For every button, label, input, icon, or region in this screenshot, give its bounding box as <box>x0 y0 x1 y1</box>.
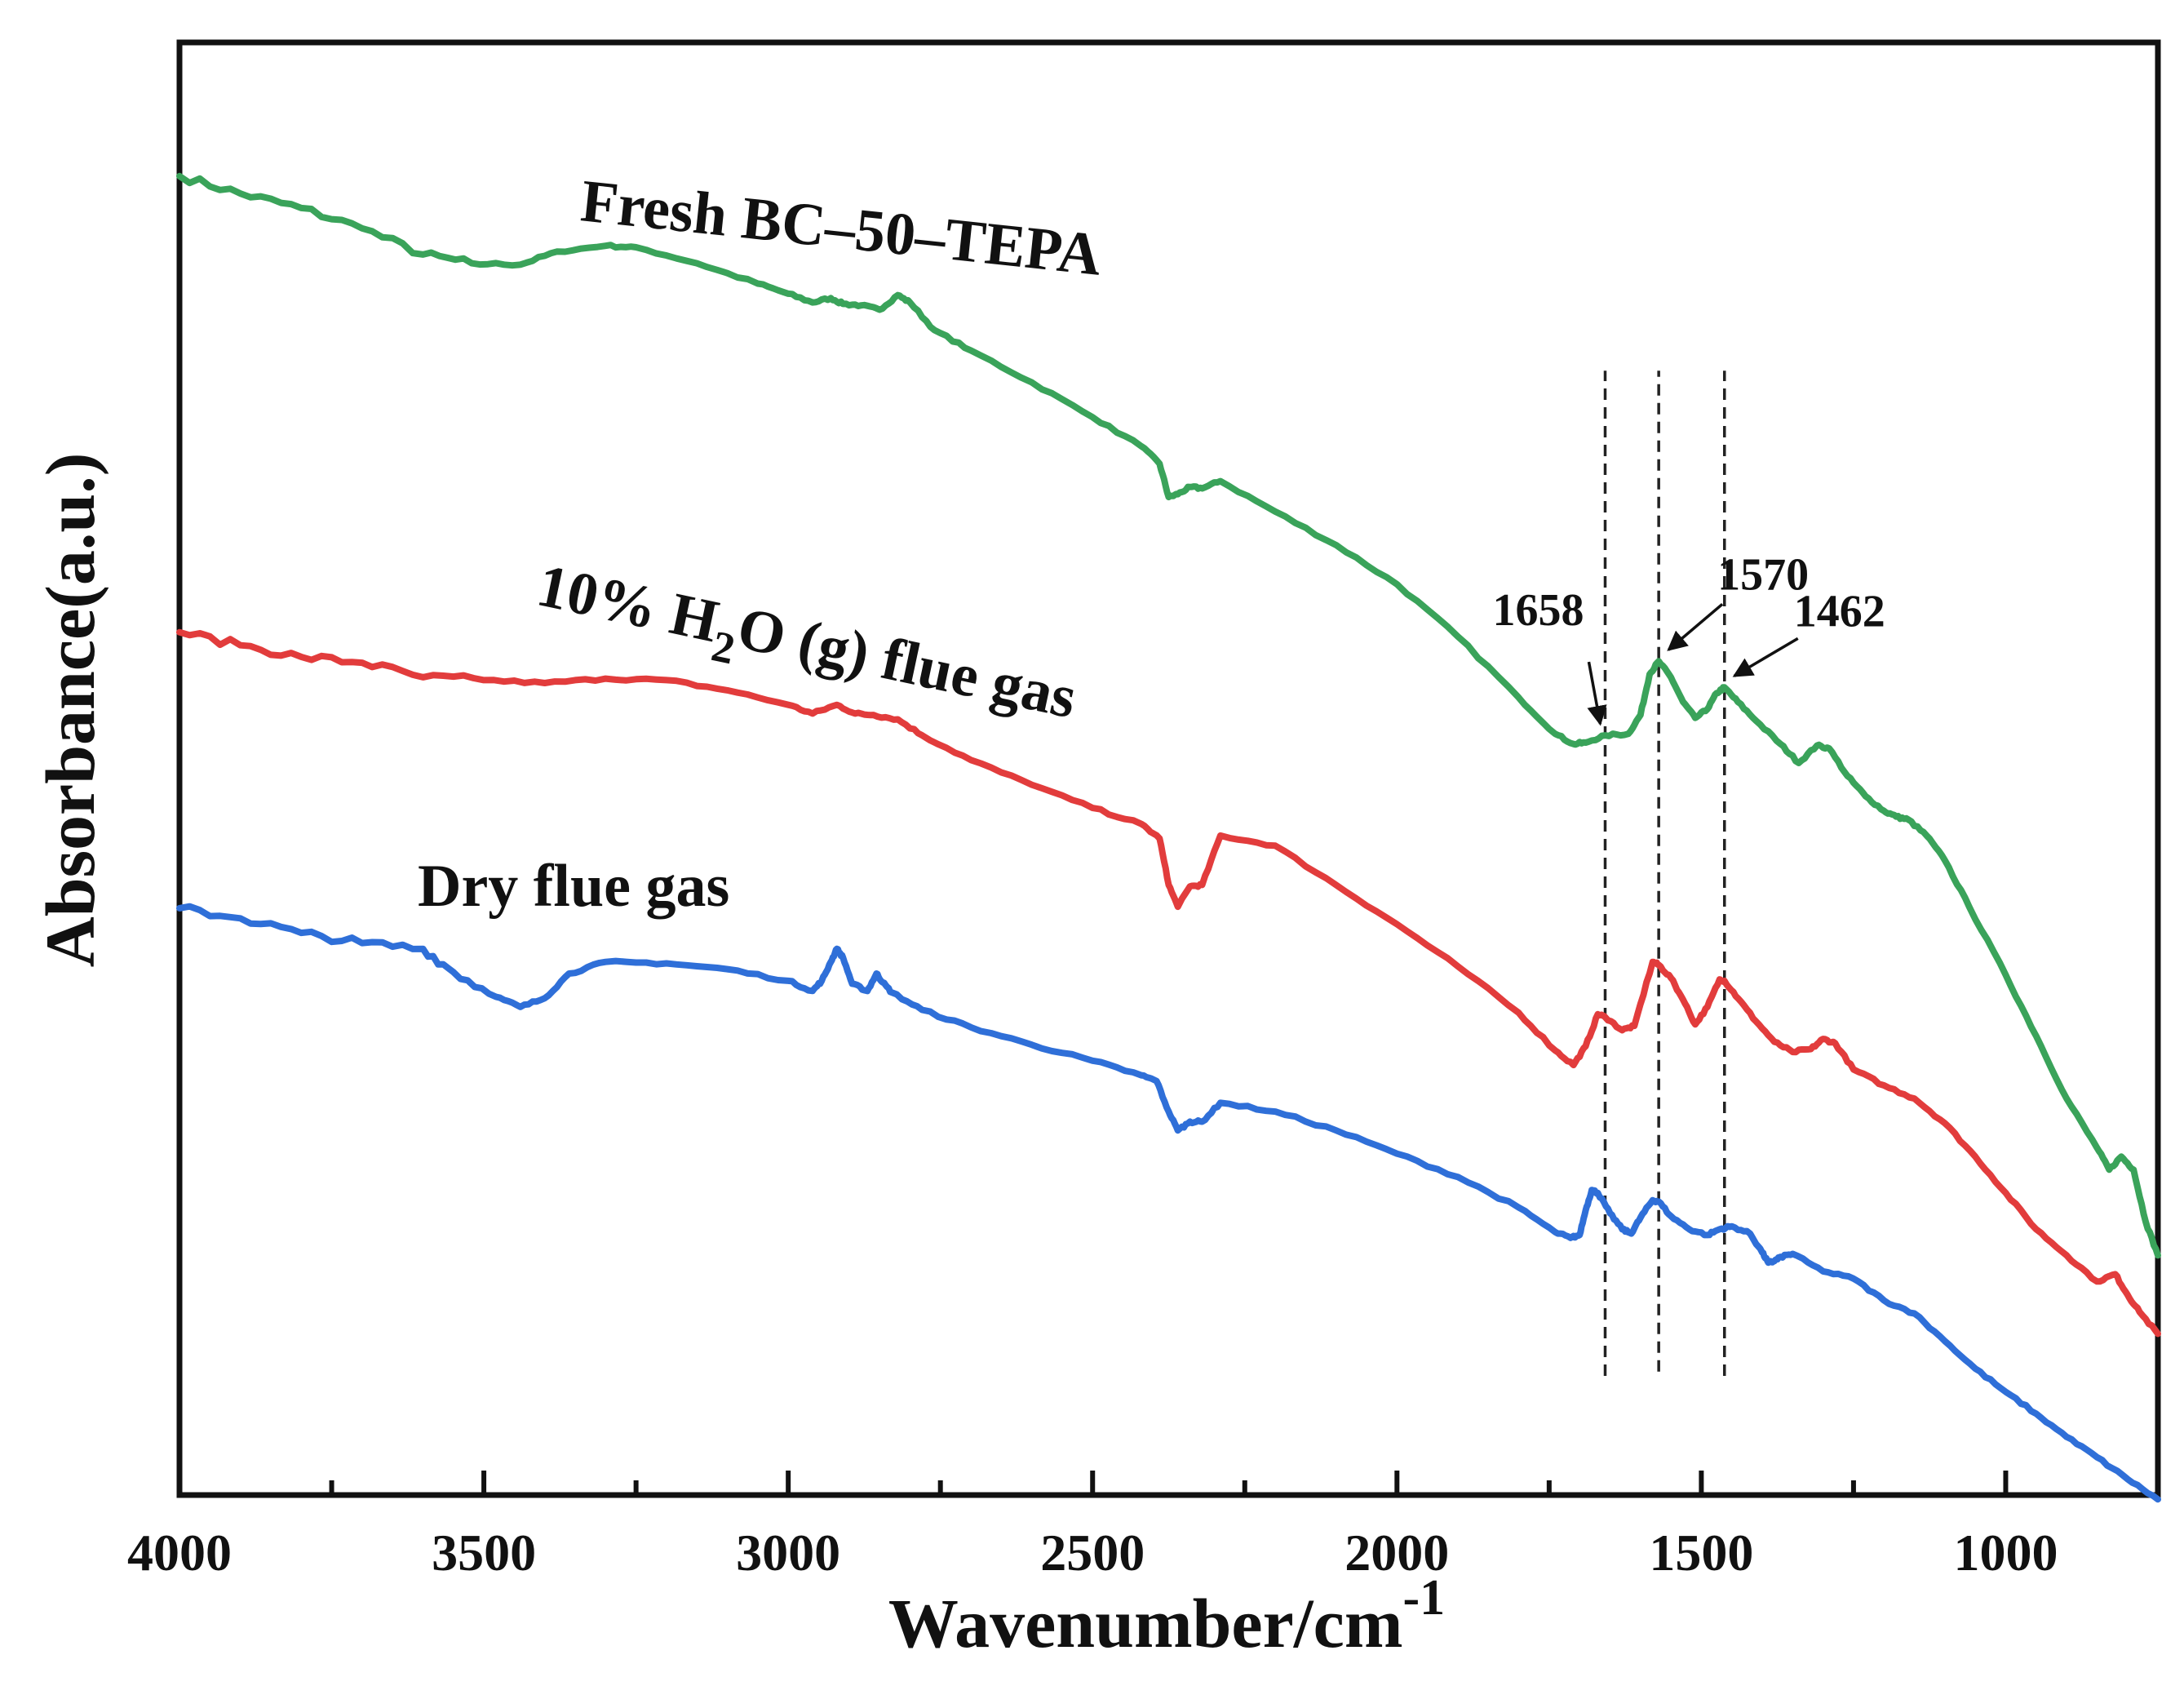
x-axis-title-text: Wavenumber/cm <box>888 1584 1403 1662</box>
x-axis-title: Wavenumber/cm-1 <box>888 1570 1445 1662</box>
series-label-fresh-part-5: TEPA <box>942 206 1105 289</box>
series-label-h2o-part-3: O (g) flue gas <box>732 595 1082 732</box>
annotation-label-1658: 1658 <box>1492 585 1584 636</box>
series-line-dry <box>176 903 2161 1503</box>
series-label-h2o-part-1: 10% H <box>531 552 724 655</box>
series-line-h2o <box>176 628 2161 1338</box>
reference-lines <box>1603 370 1726 1377</box>
y-axis-title: Absorbance(a.u.) <box>31 453 109 968</box>
series-line-fresh <box>176 172 2161 1259</box>
series-label-fresh-part-3: 50 <box>852 197 919 269</box>
annotation-arrow-1570 <box>1667 602 1724 651</box>
x-tick-label-2000: 2000 <box>1345 1524 1449 1582</box>
series-group <box>176 172 2161 1503</box>
plot-area-frame <box>176 39 2161 1498</box>
x-tick-label-3500: 3500 <box>432 1524 536 1582</box>
annotation-label-1462: 1462 <box>1794 586 1885 637</box>
x-tick-label-1000: 1000 <box>1953 1524 2058 1582</box>
x-axis-title-superscript: -1 <box>1402 1570 1445 1626</box>
x-tick-label-3000: 3000 <box>736 1524 840 1582</box>
annotation-label-1570: 1570 <box>1717 549 1809 600</box>
series-label-dry: Dry flue gas <box>418 853 729 920</box>
series-label-fresh: Fresh BC–50–TEPA <box>578 167 1105 289</box>
x-axis-ticks <box>177 1471 2160 1495</box>
annotation-arrow-1462 <box>1732 637 1799 677</box>
series-label-dry-text: Dry flue gas <box>418 853 729 920</box>
x-tick-label-1500: 1500 <box>1649 1524 1753 1582</box>
series-label-h2o: 10% H2O (g) flue gas <box>529 552 1082 745</box>
x-tick-label-4000: 4000 <box>127 1524 232 1582</box>
x-axis-tick-labels: 4000 3500 3000 2500 2000 1500 1000 <box>127 1524 2058 1582</box>
x-tick-label-2500: 2500 <box>1040 1524 1145 1582</box>
annotation-arrow-1658 <box>1587 661 1607 726</box>
